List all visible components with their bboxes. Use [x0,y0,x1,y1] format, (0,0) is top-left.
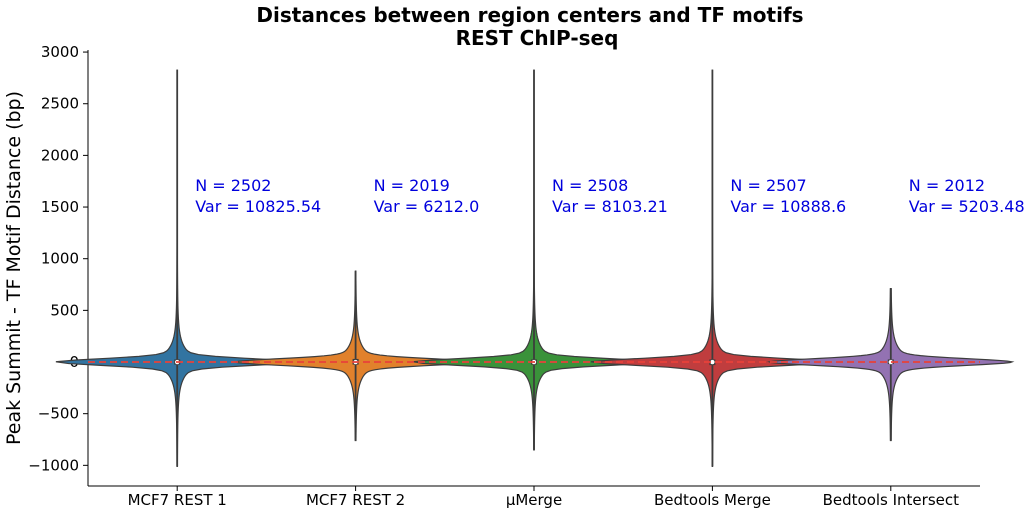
annotation-var: Var = 10825.54 [195,197,321,216]
y-tick-label: 2000 [41,146,79,164]
x-tick-label: Bedtools Merge [654,491,771,509]
annotation-n: N = 2019 [374,176,450,195]
plot-area: −1000−500050010001500200025003000MCF7 RE… [28,43,1024,509]
annotation-n: N = 2012 [909,176,985,195]
annotation-n: N = 2507 [730,176,806,195]
violin-0 [55,69,299,467]
y-tick-label: 3000 [41,43,79,61]
annotation-n: N = 2508 [552,176,628,195]
x-tick-label: MCF7 REST 1 [128,491,227,509]
annotation-var: Var = 5203.48 [909,197,1025,216]
y-tick-label: 2500 [41,95,79,113]
violin-3 [591,69,834,467]
violin-1 [234,270,478,442]
y-tick-label: 1000 [41,250,79,268]
y-tick-label: 500 [50,301,79,319]
y-axis-label: Peak Summit - TF Motif Distance (bp) [3,91,25,445]
violin-2 [412,69,656,451]
y-tick-label: −500 [38,405,79,423]
violin-median [888,359,893,365]
y-tick-label: −1000 [28,456,79,474]
chart-title: Distances between region centers and TF … [256,3,803,27]
x-tick-label: μMerge [506,491,562,509]
x-tick-label: Bedtools Intersect [823,491,960,509]
annotation-var: Var = 6212.0 [374,197,480,216]
annotation-var: Var = 10888.6 [730,197,846,216]
violin-median [710,359,715,365]
y-tick-label: 1500 [41,198,79,216]
chart-subtitle: REST ChIP-seq [456,26,619,50]
annotation-var: Var = 8103.21 [552,197,668,216]
violin-4 [767,288,1015,442]
x-tick-label: MCF7 REST 2 [306,491,405,509]
annotation-n: N = 2502 [195,176,271,195]
